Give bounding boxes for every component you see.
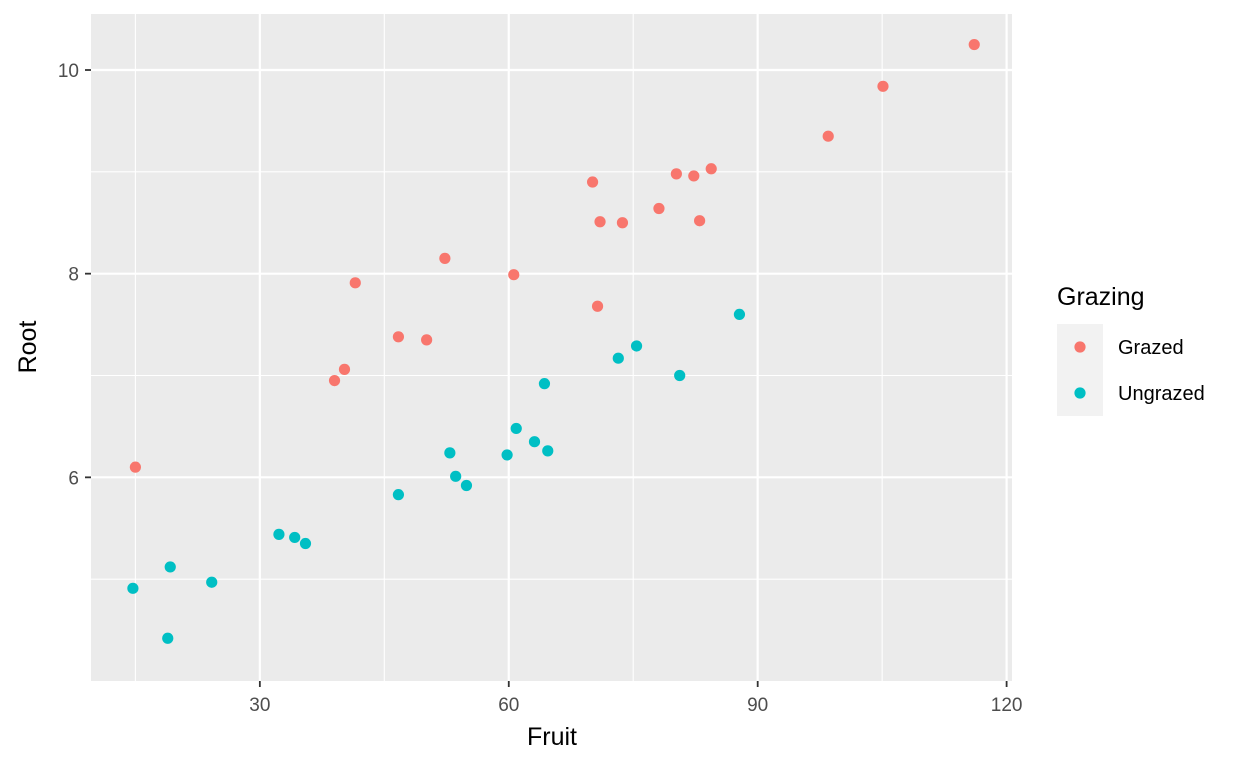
y-tick-label: 10 — [58, 61, 79, 82]
data-point-grazed — [968, 38, 980, 51]
x-axis-title: Fruit — [527, 723, 577, 751]
data-point-grazed — [338, 363, 351, 375]
x-tick-label: 120 — [991, 695, 1023, 716]
data-point-grazed — [688, 170, 700, 182]
data-point-grazed — [822, 130, 834, 142]
data-point-grazed — [877, 80, 889, 92]
data-point-grazed — [586, 176, 599, 188]
y-tick-label: 8 — [68, 265, 79, 286]
data-point-ungrazed — [392, 489, 405, 501]
data-point-ungrazed — [630, 340, 643, 352]
data-point-grazed — [328, 374, 341, 387]
x-tick-label: 90 — [747, 695, 768, 716]
data-point-grazed — [392, 331, 405, 343]
data-point-ungrazed — [444, 447, 456, 459]
panel-background — [91, 14, 1012, 681]
data-point-ungrazed — [450, 470, 462, 482]
data-point-ungrazed — [289, 531, 301, 544]
data-point-grazed — [591, 300, 604, 312]
data-point-grazed — [653, 202, 665, 215]
data-point-ungrazed — [164, 561, 176, 573]
legend-key-grazed — [1074, 341, 1086, 353]
data-point-ungrazed — [273, 528, 285, 540]
data-point-ungrazed — [674, 369, 686, 382]
data-point-ungrazed — [538, 378, 551, 390]
data-point-ungrazed — [206, 576, 218, 588]
data-point-grazed — [421, 334, 433, 346]
x-tick-label: 30 — [249, 695, 270, 716]
legend-key-ungrazed — [1074, 387, 1086, 399]
data-point-grazed — [594, 216, 606, 228]
legend: Grazing Grazed Ungrazed — [1057, 283, 1205, 416]
data-point-ungrazed — [528, 436, 541, 448]
y-axis-title: Root — [14, 321, 42, 374]
data-point-ungrazed — [162, 632, 174, 644]
legend-title: Grazing — [1057, 283, 1145, 311]
minor-gridlines — [91, 14, 1012, 681]
data-point-grazed — [439, 252, 451, 264]
data-point-grazed — [670, 168, 682, 180]
legend-key-background — [1057, 324, 1103, 416]
major-gridlines — [91, 14, 1012, 681]
data-point-grazed — [508, 269, 520, 281]
data-point-grazed — [129, 461, 141, 473]
data-point-ungrazed — [127, 582, 139, 594]
data-point-ungrazed — [501, 449, 513, 461]
data-point-grazed — [349, 277, 361, 289]
y-tick-label: 6 — [68, 468, 79, 489]
data-point-grazed — [705, 163, 717, 175]
data-point-grazed — [616, 217, 629, 229]
data-point-ungrazed — [612, 352, 624, 364]
data-point-ungrazed — [510, 422, 522, 435]
data-point-grazed — [694, 215, 706, 227]
y-axis: 6 8 10 — [58, 61, 91, 489]
x-tick-label: 60 — [498, 695, 519, 716]
data-points — [127, 38, 980, 644]
x-axis: 30 60 90 120 — [249, 681, 1022, 716]
data-point-ungrazed — [733, 308, 746, 321]
data-point-ungrazed — [460, 479, 473, 492]
legend-label-ungrazed: Ungrazed — [1118, 383, 1205, 405]
data-point-ungrazed — [299, 537, 312, 550]
data-point-ungrazed — [542, 445, 554, 457]
legend-label-grazed: Grazed — [1118, 337, 1184, 359]
